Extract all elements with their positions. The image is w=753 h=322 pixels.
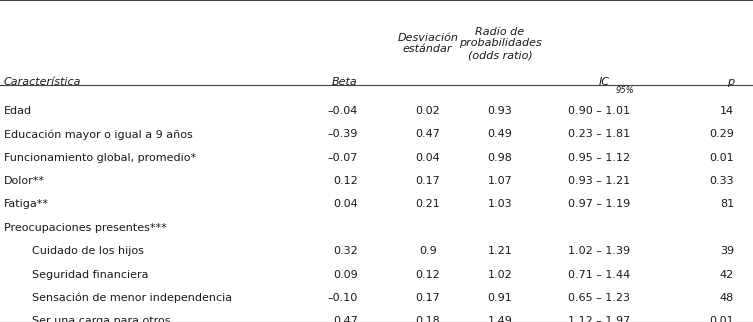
Text: 0.47: 0.47	[415, 129, 441, 139]
Text: 0.90 – 1.01: 0.90 – 1.01	[568, 106, 630, 116]
Text: Cuidado de los hijos: Cuidado de los hijos	[32, 246, 145, 256]
Text: 0.29: 0.29	[709, 129, 734, 139]
Text: 39: 39	[720, 246, 734, 256]
Text: 0.93: 0.93	[488, 106, 512, 116]
Text: Característica: Característica	[4, 77, 81, 87]
Text: 0.23 – 1.81: 0.23 – 1.81	[568, 129, 630, 139]
Text: 1.07: 1.07	[488, 176, 512, 186]
Text: Edad: Edad	[4, 106, 32, 116]
Text: Funcionamiento global, promedio*: Funcionamiento global, promedio*	[4, 153, 196, 163]
Text: 0.47: 0.47	[333, 316, 358, 322]
Text: –0.10: –0.10	[328, 293, 358, 303]
Text: 1.02: 1.02	[488, 270, 512, 279]
Text: –0.07: –0.07	[328, 153, 358, 163]
Text: 0.91: 0.91	[488, 293, 512, 303]
Text: 0.04: 0.04	[333, 199, 358, 210]
Text: 0.93 – 1.21: 0.93 – 1.21	[568, 176, 630, 186]
Text: Fatiga**: Fatiga**	[4, 199, 49, 210]
Text: 0.01: 0.01	[709, 153, 734, 163]
Text: Seguridad financiera: Seguridad financiera	[32, 270, 149, 279]
Text: 0.9: 0.9	[419, 246, 437, 256]
Text: 0.01: 0.01	[709, 316, 734, 322]
Text: Desviación
estándar: Desviación estándar	[398, 33, 458, 54]
Text: Sensación de menor independencia: Sensación de menor independencia	[32, 293, 233, 303]
Text: 81: 81	[720, 199, 734, 210]
Text: 0.21: 0.21	[416, 199, 440, 210]
Text: 0.95 – 1.12: 0.95 – 1.12	[568, 153, 630, 163]
Text: 0.97 – 1.19: 0.97 – 1.19	[568, 199, 630, 210]
Text: 42: 42	[720, 270, 734, 279]
Text: 1.49: 1.49	[487, 316, 513, 322]
Text: 0.17: 0.17	[416, 293, 440, 303]
Text: Dolor**: Dolor**	[4, 176, 44, 186]
Text: 0.04: 0.04	[416, 153, 440, 163]
Text: IC: IC	[599, 77, 610, 87]
Text: 48: 48	[720, 293, 734, 303]
Text: 0.49: 0.49	[487, 129, 513, 139]
Text: 0.65 – 1.23: 0.65 – 1.23	[568, 293, 630, 303]
Text: 1.03: 1.03	[488, 199, 512, 210]
Text: 0.09: 0.09	[333, 270, 358, 279]
Text: 0.32: 0.32	[333, 246, 358, 256]
Text: 0.12: 0.12	[416, 270, 440, 279]
Text: –0.39: –0.39	[328, 129, 358, 139]
Text: 0.33: 0.33	[709, 176, 734, 186]
Text: –0.04: –0.04	[328, 106, 358, 116]
Text: 0.18: 0.18	[416, 316, 440, 322]
Text: 1.21: 1.21	[488, 246, 512, 256]
Text: Educación mayor o igual a 9 años: Educación mayor o igual a 9 años	[4, 129, 193, 140]
Text: Preocupaciones presentes***: Preocupaciones presentes***	[4, 223, 166, 233]
Text: 0.02: 0.02	[416, 106, 440, 116]
Text: 14: 14	[720, 106, 734, 116]
Text: 0.71 – 1.44: 0.71 – 1.44	[568, 270, 630, 279]
Text: Ser una carga para otros: Ser una carga para otros	[32, 316, 171, 322]
Text: p: p	[727, 77, 734, 87]
Text: 0.17: 0.17	[416, 176, 440, 186]
Text: Beta: Beta	[332, 77, 358, 87]
Text: 1.12 – 1.97: 1.12 – 1.97	[568, 316, 630, 322]
Text: 0.98: 0.98	[487, 153, 513, 163]
Text: 1.02 – 1.39: 1.02 – 1.39	[568, 246, 630, 256]
Text: Radio de
probabilidades
(odds ratio): Radio de probabilidades (odds ratio)	[459, 27, 541, 60]
Text: 95%: 95%	[615, 86, 634, 95]
Text: 0.12: 0.12	[333, 176, 358, 186]
